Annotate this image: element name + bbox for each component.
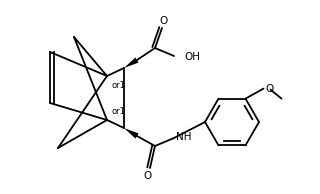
Polygon shape xyxy=(124,128,139,139)
Polygon shape xyxy=(124,57,139,68)
Text: or1: or1 xyxy=(112,107,126,117)
Text: O: O xyxy=(266,84,274,94)
Text: NH: NH xyxy=(176,132,191,142)
Text: or1: or1 xyxy=(112,81,126,90)
Text: OH: OH xyxy=(184,52,200,62)
Text: O: O xyxy=(144,171,152,181)
Text: O: O xyxy=(159,16,167,26)
